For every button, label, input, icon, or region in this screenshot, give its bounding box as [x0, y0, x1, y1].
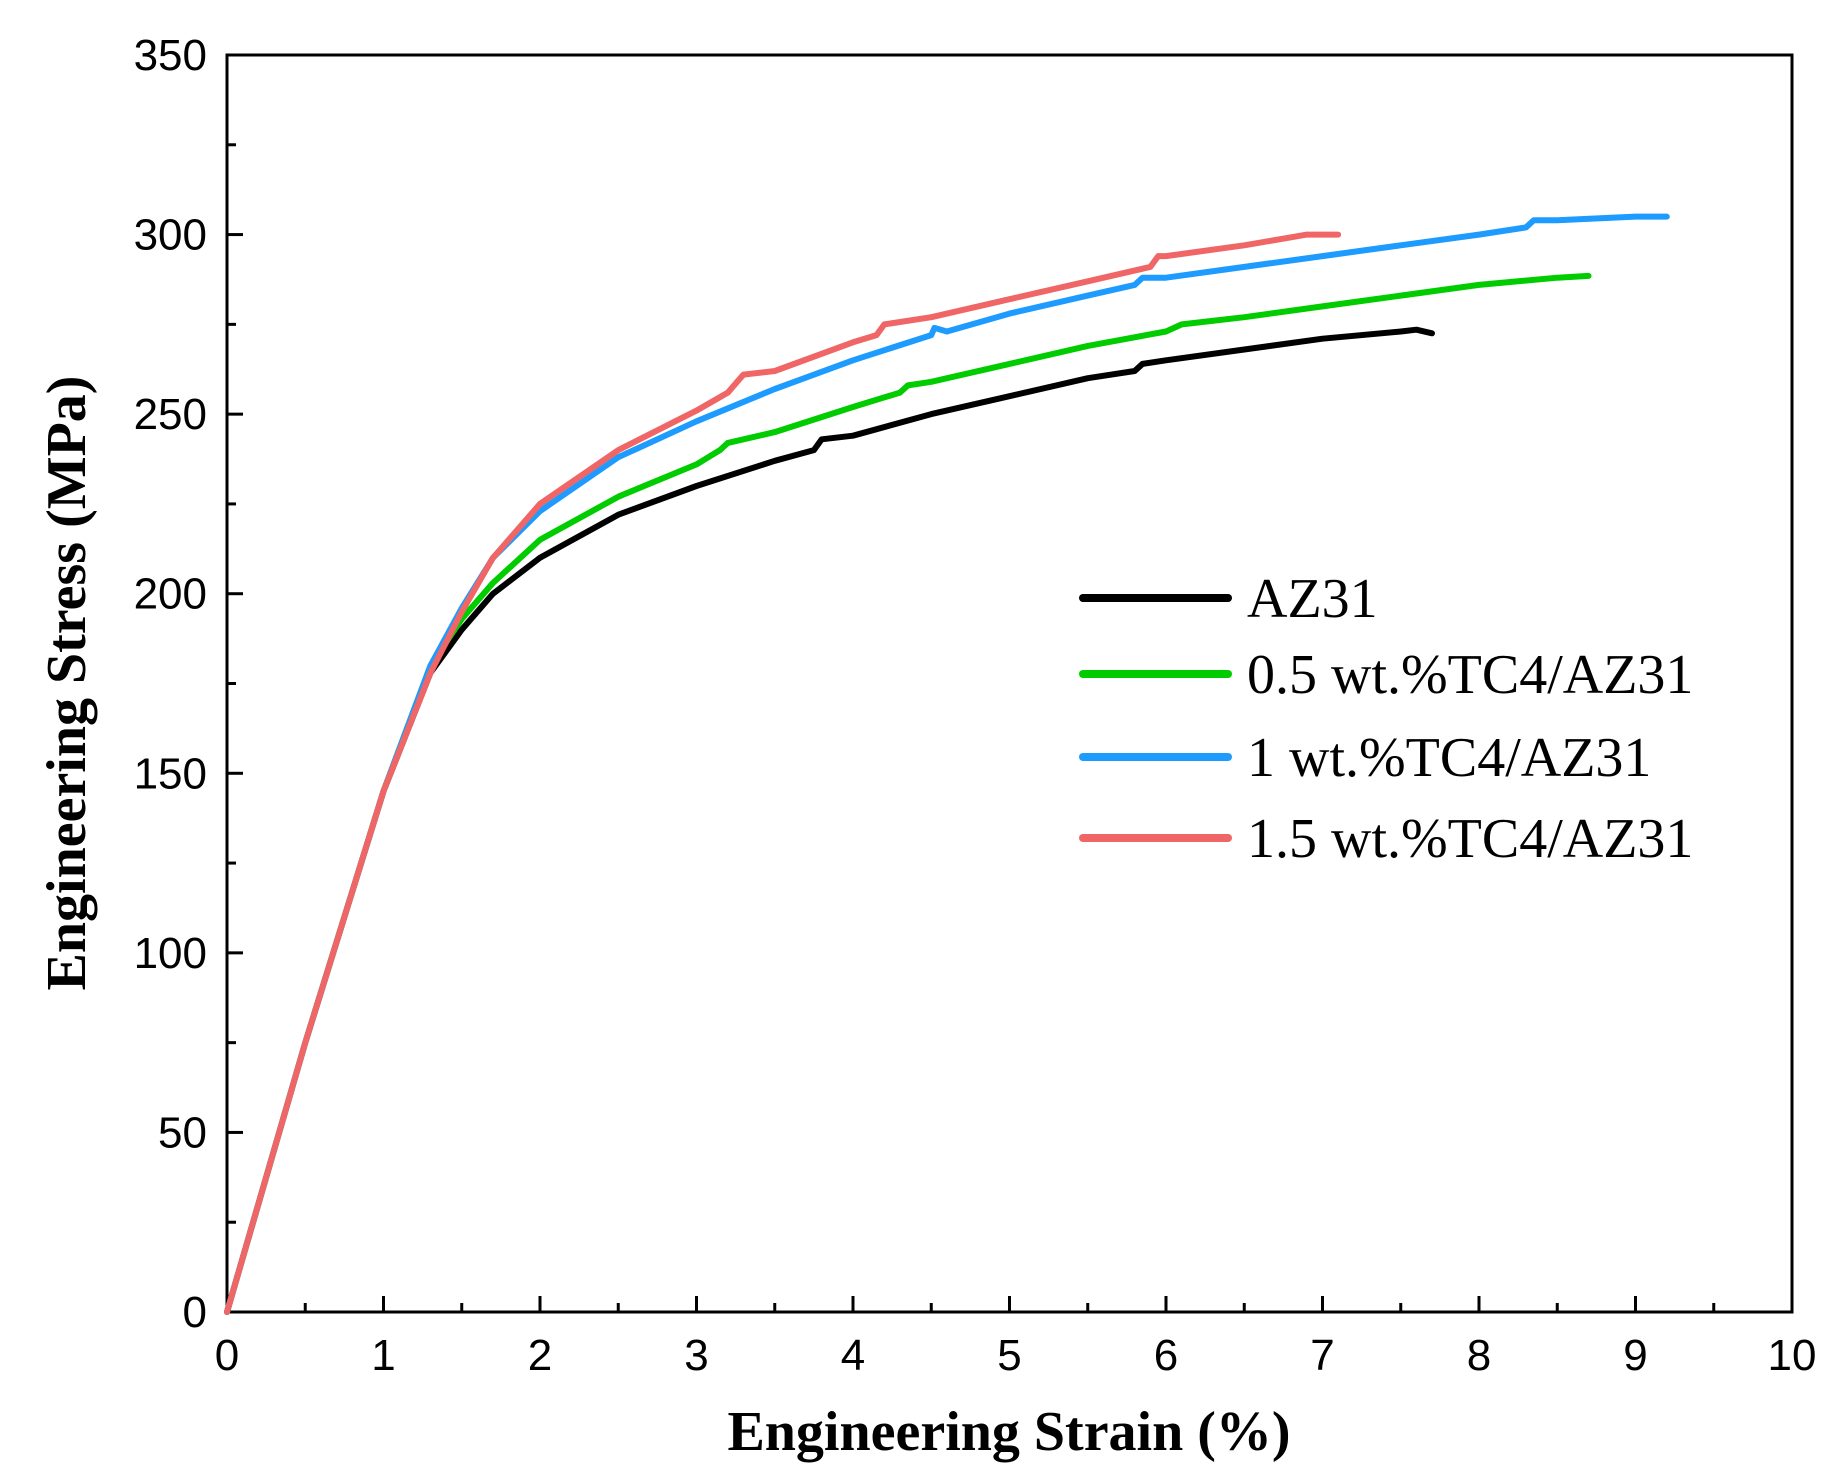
x-tick-label: 7	[1310, 1331, 1334, 1380]
x-tick-label: 3	[684, 1331, 708, 1380]
x-tick-label: 4	[841, 1331, 865, 1380]
x-axis-title: Engineering Strain (%)	[727, 1401, 1290, 1463]
legend-label: 1 wt.%TC4/AZ31	[1247, 727, 1651, 789]
x-tick-label: 0	[215, 1331, 239, 1380]
y-tick-label: 150	[134, 749, 207, 798]
legend-label: AZ31	[1247, 568, 1378, 630]
y-tick-label: 50	[158, 1108, 207, 1157]
y-axis-title: Engineering Stress (MPa)	[36, 376, 98, 991]
legend-label: 1.5 wt.%TC4/AZ31	[1247, 808, 1693, 870]
x-tick-label: 8	[1467, 1331, 1491, 1380]
y-tick-label: 300	[134, 211, 207, 260]
legend-label: 0.5 wt.%TC4/AZ31	[1247, 644, 1693, 706]
series-lines	[224, 213, 1670, 1315]
y-tick-label: 350	[134, 31, 207, 80]
x-tick-label: 6	[1154, 1331, 1178, 1380]
series-line-1	[224, 326, 1435, 1315]
y-axis-ticks: 0 50 100 150 200 250 300 350	[134, 31, 243, 1337]
x-tick-label: 1	[371, 1331, 395, 1380]
y-tick-label: 0	[183, 1288, 207, 1337]
y-tick-label: 200	[134, 570, 207, 619]
series-line-2	[224, 272, 1592, 1315]
x-axis-ticks: 0 1 2 3 4 5 6 7 8 9 10	[215, 1296, 1817, 1380]
y-tick-label: 250	[134, 390, 207, 439]
x-tick-label: 10	[1768, 1331, 1817, 1380]
series-line-4	[224, 231, 1342, 1315]
x-tick-label: 9	[1623, 1331, 1647, 1380]
x-tick-label: 5	[997, 1331, 1021, 1380]
legend: AZ31 0.5 wt.%TC4/AZ31 1 wt.%TC4/AZ31 1.5 wt…	[1079, 568, 1693, 870]
y-tick-label: 100	[134, 929, 207, 978]
x-tick-label: 2	[528, 1331, 552, 1380]
